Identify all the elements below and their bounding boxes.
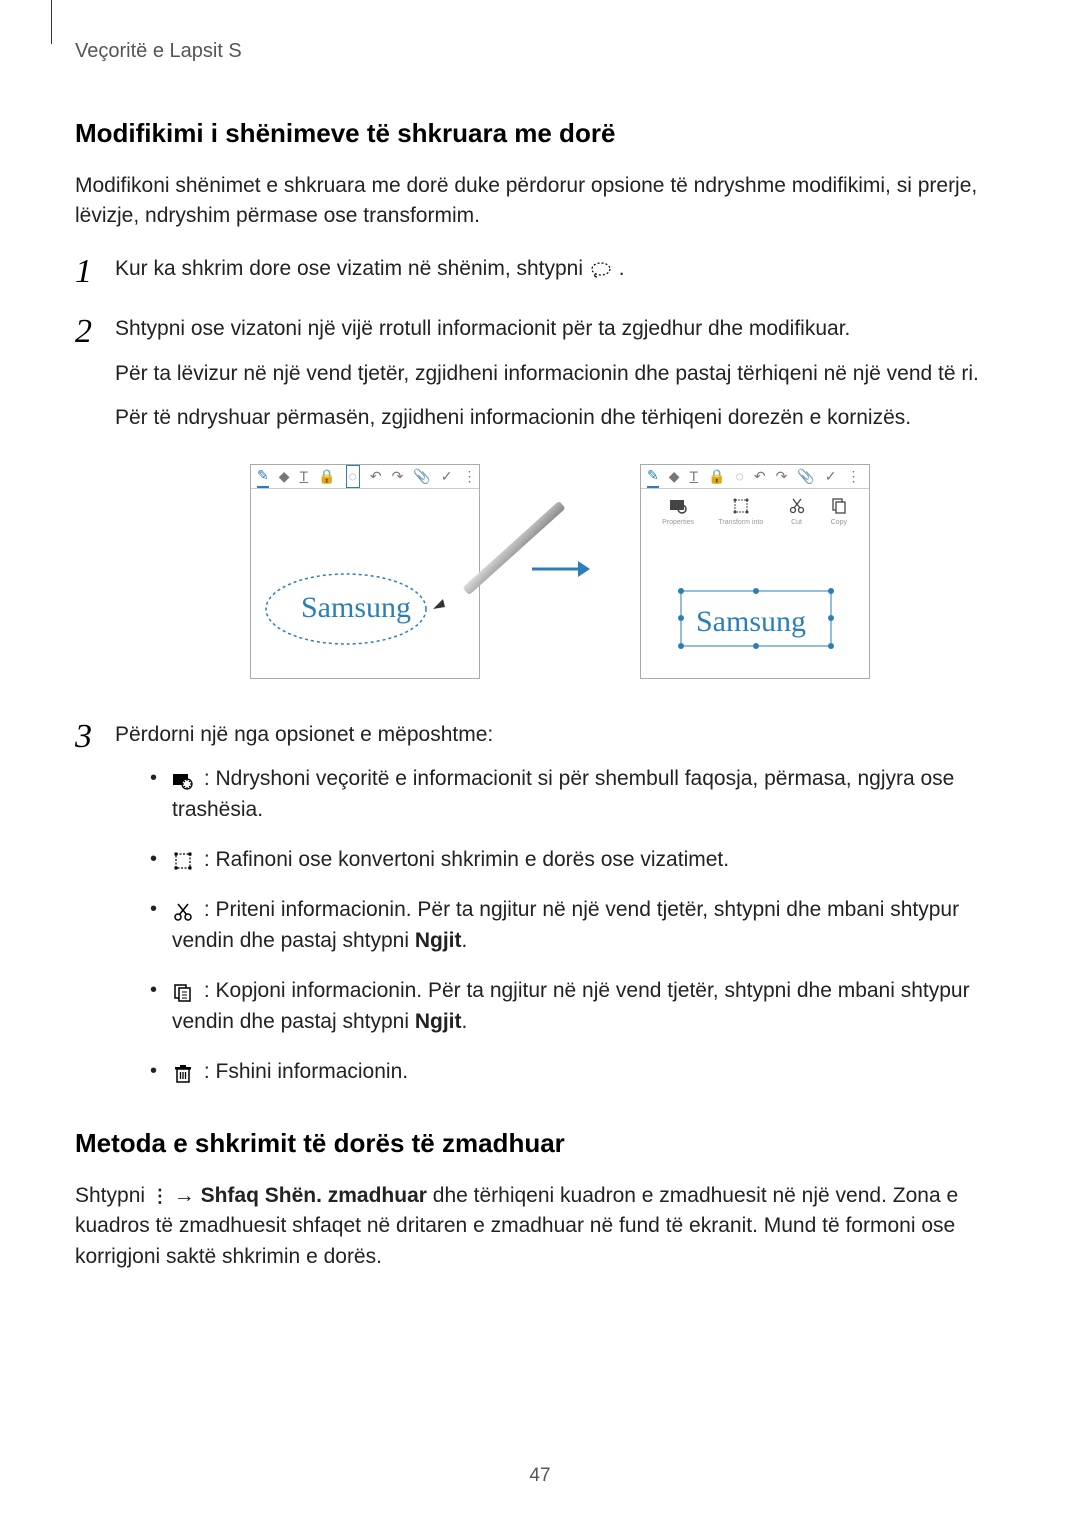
- opt-properties: : Ndryshoni veçoritë e informacionit si …: [150, 764, 1005, 825]
- text-tool-icon: T: [690, 466, 699, 487]
- figure-row: ✎ ◆ T 🔒 ◌ ↶ ↷ 📎 ✓ ⋮ Samsung: [115, 464, 1005, 679]
- steps-list: Kur ka shkrim dore ose vizatim në shënim…: [75, 254, 1005, 1088]
- opt-props-text: : Ndryshoni veçoritë e informacionit si …: [172, 767, 954, 820]
- opt-copy-bold: Ngjit: [415, 1010, 462, 1033]
- stylus-icon: [429, 475, 579, 625]
- step-1-post: .: [619, 257, 625, 280]
- step-2: Shtypni ose vizatoni një vijë rrotull in…: [75, 314, 1005, 678]
- redo-icon: ↷: [776, 466, 788, 487]
- copy-icon: [830, 497, 848, 515]
- section-heading-1: Modifikimi i shënimeve të shkruara me do…: [75, 118, 1005, 149]
- step-3-intro: Përdorni një nga opsionet e mëposhtme:: [115, 723, 493, 746]
- opt-delete: : Fshini informacionin.: [150, 1057, 1005, 1087]
- check-icon: ✓: [825, 466, 837, 487]
- note-app-left: ✎ ◆ T 🔒 ◌ ↶ ↷ 📎 ✓ ⋮ Samsung: [250, 464, 480, 679]
- edit-tool-copy-label: Copy: [831, 518, 847, 529]
- attach-icon: 📎: [797, 466, 814, 487]
- opt-delete-text: : Fshini informacionin.: [198, 1060, 408, 1083]
- redo-icon: ↷: [392, 466, 404, 487]
- pen-tool-icon: ✎: [647, 465, 659, 488]
- edit-tool-cut: Cut: [788, 497, 806, 529]
- transform-icon: [732, 497, 750, 515]
- note-app-right: ✎ ◆ T 🔒 ◌ ↶ ↷ 📎 ✓ ⋮ Properties: [640, 464, 870, 679]
- opt-copy-pre: : Kopjoni informacionin. Për ta ngjitur …: [172, 979, 970, 1032]
- section-2: Metoda e shkrimit të dorës të zmadhuar S…: [75, 1128, 1005, 1272]
- properties-icon: [172, 770, 194, 790]
- step-1: Kur ka shkrim dore ose vizatim në shënim…: [75, 254, 1005, 284]
- note-canvas-right: Samsung: [641, 536, 869, 681]
- section-intro-1: Modifikoni shënimet e shkruara me dorë d…: [75, 171, 1005, 232]
- step-1-pre: Kur ka shkrim dore ose vizatim në shënim…: [115, 257, 589, 280]
- trash-icon: [172, 1063, 194, 1083]
- s2-pre: Shtypni: [75, 1184, 151, 1207]
- note-toolbar-right: ✎ ◆ T 🔒 ◌ ↶ ↷ 📎 ✓ ⋮: [641, 465, 869, 489]
- opt-copy: : Kopjoni informacionin. Për ta ngjitur …: [150, 976, 1005, 1037]
- opt-cut-pre: : Priteni informacionin. Për ta ngjitur …: [172, 898, 959, 951]
- s2-arrow: →: [168, 1184, 201, 1207]
- lock-tool-icon: 🔒: [318, 466, 335, 487]
- cut-icon: [788, 497, 806, 515]
- step-2-line1: Shtypni ose vizatoni një vijë rrotull in…: [115, 314, 1005, 344]
- lasso-select-icon: [589, 259, 613, 279]
- menu-dots-icon: ⋮: [151, 1193, 168, 1199]
- opt-transform: : Rafinoni ose konvertoni shkrimin e dor…: [150, 845, 1005, 875]
- edit-tool-transform-label: Transform into: [718, 518, 763, 529]
- corner-rule: [0, 0, 52, 44]
- edit-tool-cut-label: Cut: [791, 518, 802, 529]
- undo-icon: ↶: [370, 466, 382, 487]
- eraser-tool-icon: ◆: [279, 466, 290, 487]
- lock-tool-icon: 🔒: [708, 466, 725, 487]
- step-2-line3: Për të ndryshuar përmasën, zgjidheni inf…: [115, 403, 1005, 433]
- opt-cut: : Priteni informacionin. Për ta ngjitur …: [150, 895, 1005, 956]
- text-tool-icon: T: [300, 466, 309, 487]
- opt-transform-text: : Rafinoni ose konvertoni shkrimin e dor…: [198, 848, 729, 871]
- section-heading-2: Metoda e shkrimit të dorës të zmadhuar: [75, 1128, 1005, 1159]
- options-list: : Ndryshoni veçoritë e informacionit si …: [115, 764, 1005, 1088]
- edit-toolbar: Properties Transform into Cut Copy: [641, 489, 869, 537]
- step-2-line2: Për ta lëvizur në një vend tjetër, zgjid…: [115, 359, 1005, 389]
- lasso-tool-icon: ◌: [736, 466, 744, 487]
- undo-icon: ↶: [754, 466, 766, 487]
- copy-icon: [172, 982, 194, 1002]
- opt-cut-post: .: [462, 929, 468, 952]
- opt-cut-bold: Ngjit: [415, 929, 462, 952]
- more-icon: ⋮: [846, 466, 860, 487]
- edit-tool-transform: Transform into: [718, 497, 763, 529]
- page-number: 47: [529, 1465, 550, 1487]
- transform-icon: [172, 850, 194, 870]
- pen-tool-icon: ✎: [257, 465, 269, 488]
- edit-tool-props-label: Properties: [662, 518, 694, 529]
- breadcrumb: Veçoritë e Lapsit S: [75, 40, 1005, 63]
- edit-tool-properties: Properties: [662, 497, 694, 529]
- scissors-icon: [172, 901, 194, 921]
- opt-copy-post: .: [462, 1010, 468, 1033]
- properties-icon: [669, 497, 687, 515]
- svg-text:Samsung: Samsung: [696, 605, 806, 638]
- step-3: Përdorni një nga opsionet e mëposhtme: :…: [75, 719, 1005, 1088]
- handwriting-text-left: Samsung: [301, 591, 411, 624]
- lasso-tool-icon: ◌: [346, 465, 360, 488]
- section-2-body: Shtypni ⋮ → Shfaq Shën. zmadhuar dhe tër…: [75, 1181, 1005, 1272]
- edit-tool-copy: Copy: [830, 497, 848, 529]
- step-1-text: Kur ka shkrim dore ose vizatim në shënim…: [115, 254, 1005, 284]
- s2-bold: Shfaq Shën. zmadhuar: [201, 1184, 427, 1207]
- eraser-tool-icon: ◆: [669, 466, 680, 487]
